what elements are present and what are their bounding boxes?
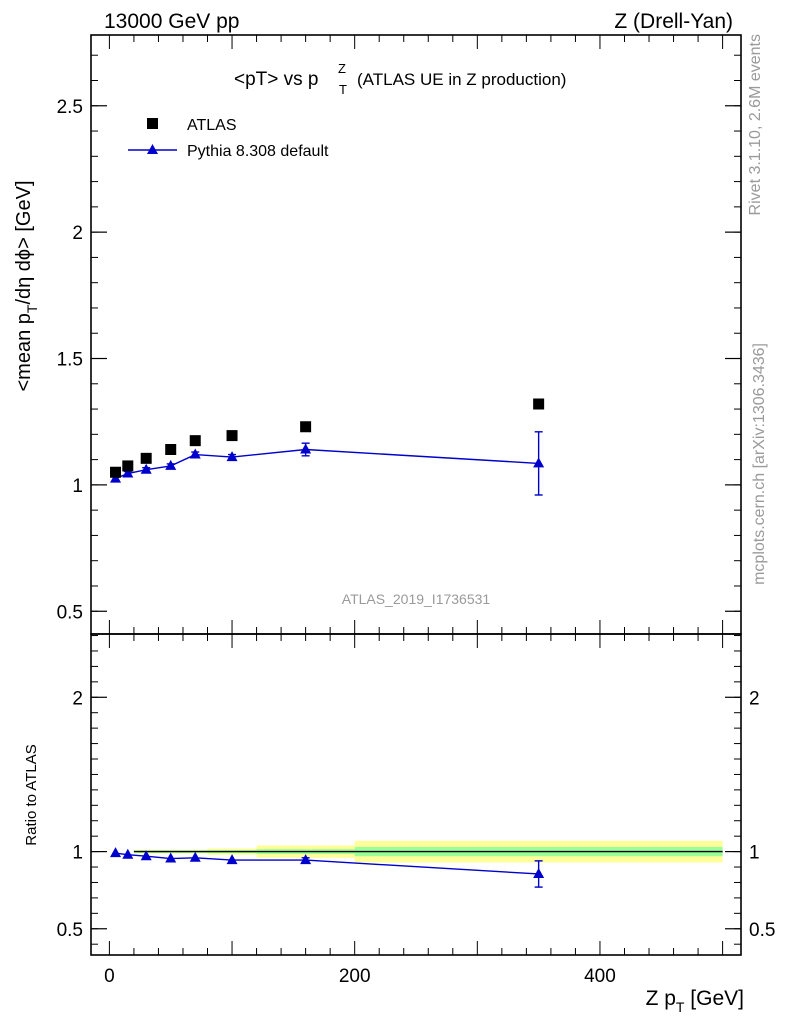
ratio-y-tick-label-right: 1 <box>749 843 760 864</box>
chart-title-superscript: Z <box>338 61 346 76</box>
atlas-point <box>533 398 545 410</box>
y-tick-label: 2.5 <box>57 97 83 118</box>
x-tick-label: 400 <box>584 966 616 987</box>
x-tick-label: 0 <box>104 966 115 987</box>
svg-text:Z pT [GeV]: Z pT [GeV] <box>646 987 744 1015</box>
chart-title-note: (ATLAS UE in Z production) <box>357 70 566 89</box>
atlas-point <box>122 460 134 472</box>
pythia-point <box>533 457 545 468</box>
ratio-pythia-point <box>165 852 177 863</box>
ratio-pythia-point <box>226 854 238 865</box>
atlas-point <box>226 430 238 442</box>
chart-title: <pT> vs p <box>234 69 319 90</box>
y-tick-label: 2 <box>72 223 83 244</box>
pythia-point <box>300 443 312 454</box>
chart-title-subscript: T <box>339 82 347 97</box>
svg-text:<mean pT/dη dϕ> [GeV]: <mean pT/dη dϕ> [GeV] <box>13 180 40 391</box>
pythia-line <box>115 448 539 480</box>
ratio-frame <box>90 633 742 956</box>
legend-marker-pythia <box>147 144 158 154</box>
atlas-point <box>110 466 122 478</box>
ratio-series <box>110 847 545 888</box>
ratio-y-tick-label-left: 0.5 <box>57 920 83 941</box>
analysis-watermark: ATLAS_2019_I1736531 <box>342 591 491 607</box>
y-tick-label: 0.5 <box>57 602 83 623</box>
x-axis-label: Z pT [GeV] <box>646 987 744 1015</box>
atlas-point <box>140 452 152 464</box>
ratio-y-tick-label-left: 1 <box>72 843 83 864</box>
main-series <box>110 398 545 496</box>
mcplots-label: mcplots.cern.ch [arXiv:1306.3436] <box>751 343 768 585</box>
ratio-pythia-point <box>533 867 545 878</box>
ratio-pythia-point <box>189 851 201 862</box>
atlas-point <box>165 443 177 455</box>
ratio-pythia-point <box>122 848 134 859</box>
y-axis-label: <mean pT/dη dϕ> [GeV] <box>13 180 40 391</box>
main-ticks: 0.5 1 1.5 2 2.5 <box>57 35 741 634</box>
legend-label-atlas: ATLAS <box>187 117 237 134</box>
main-panel: 0.5 1 1.5 2 2.5 <pT> vs p Z T (ATLAS UE in Z… <box>13 34 742 635</box>
legend-label-pythia: Pythia 8.308 default <box>187 143 329 160</box>
ratio-y-tick-label-right: 2 <box>749 688 760 709</box>
legend-marker-atlas <box>147 118 158 129</box>
pythia-point <box>122 467 134 478</box>
pythia-point <box>165 459 177 470</box>
pythia-point <box>226 451 238 462</box>
ratio-y-tick-label-left: 2 <box>72 688 83 709</box>
ratio-ticks: 0.5 0.5 1 1 2 2 0 200 400 <box>57 634 775 987</box>
ratio-y-axis-label: Ratio to ATLAS <box>23 744 40 845</box>
rivet-label: Rivet 3.1.10, 2.6M events <box>747 34 764 215</box>
ratio-pythia-point <box>140 850 152 861</box>
ratio-pythia-point <box>300 854 312 865</box>
energy-label: 13000 GeV pp <box>104 10 239 33</box>
atlas-point <box>300 421 312 433</box>
ratio-y-tick-label-right: 0.5 <box>749 920 775 941</box>
y-tick-label: 1.5 <box>57 350 83 371</box>
legend: ATLAS Pythia 8.308 default <box>128 117 329 160</box>
pythia-point <box>140 463 152 474</box>
y-tick-label: 1 <box>72 476 83 497</box>
x-tick-label: 200 <box>339 966 371 987</box>
process-label: Z (Drell-Yan) <box>614 10 733 33</box>
ratio-pythia-point <box>110 847 122 858</box>
ratio-panel: 0.5 0.5 1 1 2 2 0 200 400 Ratio to ATLAS Z pT [G… <box>23 633 775 1015</box>
pythia-point <box>189 448 201 459</box>
atlas-point <box>189 435 201 447</box>
